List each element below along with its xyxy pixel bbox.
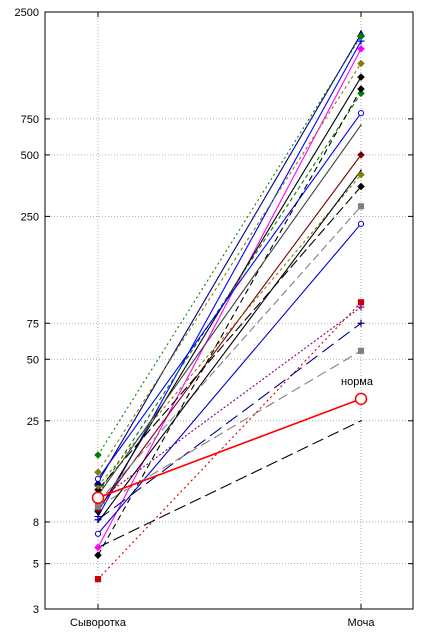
series-21-point-1 [360, 124, 362, 126]
series-7-point-1 [357, 73, 365, 81]
y-tick-labels: 3 5 8 25 50 75 250 500 750 2500 [15, 7, 39, 616]
series-13-point-1 [357, 170, 365, 179]
series-1-point-0 [94, 576, 102, 583]
series-8-point-1 [357, 151, 365, 159]
series-11-point-1 [357, 89, 365, 98]
y-tick-label-3: 3 [33, 604, 39, 616]
series-3-point-1 [357, 45, 365, 53]
y-tick-label-5: 5 [33, 559, 39, 571]
y-tick-label-500: 500 [21, 150, 39, 162]
x-tick-label-0: Сыворотка [70, 617, 127, 629]
plot-frame [44, 11, 414, 610]
x-tick-labels: Сыворотка Моча [70, 617, 375, 629]
series-3-point-0 [94, 543, 102, 552]
series-15-point-1 [357, 110, 365, 117]
series-0-point-1 [354, 392, 368, 406]
series-1-line [97, 301, 362, 580]
series-4-point-0 [94, 530, 102, 537]
series-2-point-1 [360, 419, 362, 422]
series-15-line [97, 112, 362, 480]
series-0-line [97, 398, 362, 499]
series-layer [97, 33, 362, 580]
series-15-point-0 [94, 475, 102, 482]
y-tick-label-25: 25 [27, 416, 39, 428]
series-19-point-1 [357, 303, 365, 311]
series-5-line [97, 322, 362, 521]
series-18-point-0 [94, 551, 102, 559]
series-12-line [97, 186, 362, 491]
y-tick-label-50: 50 [27, 354, 39, 366]
series-21-line [97, 124, 362, 496]
series-20-line [97, 170, 362, 523]
series-14-line [97, 33, 362, 483]
axis-ticks [45, 11, 413, 610]
series-17-point-1 [357, 32, 365, 41]
series-10-line [97, 205, 362, 503]
y-tick-label-8: 8 [33, 517, 39, 529]
y-tick-label-750: 750 [21, 114, 39, 126]
annotation-norm: норма [341, 376, 374, 388]
series-12-point-1 [357, 182, 365, 191]
markers-layer [91, 29, 368, 583]
series-9-point-1 [357, 347, 365, 354]
series-10-point-1 [357, 203, 365, 210]
series-17-point-0 [94, 451, 102, 459]
series-20-point-0 [97, 521, 99, 523]
series-6-line [97, 40, 362, 517]
series-20-point-1 [360, 169, 362, 172]
x-tick-label-1: Моча [347, 617, 375, 629]
series-16-point-1 [357, 59, 365, 68]
series-18-point-1 [357, 85, 365, 93]
series-5-point-1 [357, 319, 365, 327]
y-tick-label-250: 250 [21, 211, 39, 223]
series-2-line [97, 420, 362, 548]
series-16-point-0 [94, 468, 102, 477]
y-tick-label-75: 75 [27, 318, 39, 330]
series-11-line [97, 93, 362, 494]
series-4-point-1 [357, 220, 365, 227]
series-0-point-0 [91, 491, 105, 505]
series-8-line [97, 154, 362, 510]
y-tick-label-2500: 2500 [15, 7, 39, 19]
